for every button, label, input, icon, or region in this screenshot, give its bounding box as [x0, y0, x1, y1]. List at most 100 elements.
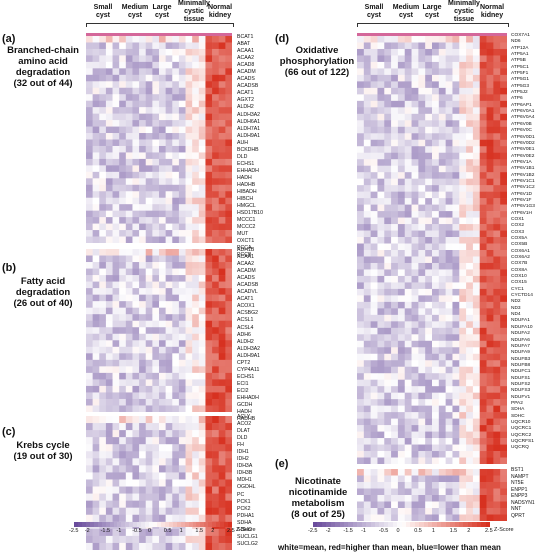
heatmap-cell — [218, 36, 226, 43]
heatmap-cell — [218, 236, 226, 244]
heatmap-cell — [192, 314, 200, 322]
heatmap-cell — [500, 159, 508, 166]
heatmap-cell — [500, 100, 508, 108]
heatmap-cell — [472, 185, 481, 192]
scale-swatch — [141, 522, 146, 527]
heatmap-cell — [172, 437, 180, 445]
heatmap-cell — [105, 430, 113, 438]
heatmap-cell — [86, 145, 93, 153]
scale-swatch — [228, 522, 233, 527]
heatmap-cell — [172, 74, 180, 82]
heatmap-cell — [459, 55, 467, 63]
heatmap-cell — [459, 269, 467, 277]
heatmap-cell — [411, 139, 419, 147]
heatmap-cell — [418, 373, 426, 380]
heatmap-cell — [459, 211, 467, 218]
heatmap-cell — [132, 437, 140, 445]
heatmap-cell — [165, 48, 173, 56]
heatmap-cell — [404, 211, 412, 218]
heatmap-cell — [159, 139, 166, 147]
heatmap-cell — [139, 353, 147, 361]
heatmap-cell — [159, 275, 166, 282]
scale-tick-label: 2 — [211, 528, 215, 534]
heatmap-cell — [411, 36, 419, 43]
heatmap-cell — [125, 437, 133, 445]
heatmap-cell — [218, 535, 226, 544]
heatmap-cell — [377, 55, 385, 63]
heatmap-cell — [159, 366, 166, 374]
scale-swatch — [410, 522, 416, 527]
scale-swatch — [216, 522, 221, 527]
heatmap-cell — [500, 74, 508, 82]
heatmap-cell — [411, 334, 419, 342]
heatmap-cell — [466, 36, 474, 43]
heatmap-cell — [205, 366, 213, 374]
heatmap-cell — [377, 100, 385, 108]
heatmap-cell — [493, 366, 501, 374]
heatmap-cell — [218, 307, 226, 315]
heatmap-cell — [152, 486, 160, 494]
heatmap-cell — [397, 178, 406, 186]
heatmap-cell — [178, 223, 186, 231]
heatmap-cell — [363, 217, 371, 225]
heatmap-cell — [159, 405, 166, 413]
heatmap-cell — [159, 36, 166, 43]
heatmap-cell — [459, 353, 467, 361]
heatmap-cell — [384, 340, 392, 348]
heatmap-cell — [425, 42, 433, 50]
heatmap-cell — [172, 288, 180, 295]
heatmap-cell — [99, 398, 107, 406]
heatmap-cell — [178, 327, 186, 335]
heatmap-cell — [486, 243, 494, 251]
heatmap-cell — [105, 372, 113, 380]
heatmap-cell — [466, 386, 474, 393]
heatmap-cell — [125, 535, 133, 544]
heatmap-cell — [172, 158, 180, 166]
heatmap-cell — [152, 301, 160, 308]
heatmap-cell — [112, 191, 120, 199]
panel-a-label: (a) — [2, 33, 16, 45]
heatmap-cell — [132, 528, 140, 537]
heatmap-cell — [466, 269, 474, 277]
heatmap-cell — [212, 346, 220, 354]
heatmap-cell — [172, 507, 180, 516]
heatmap-cell — [479, 256, 487, 264]
heatmap-cell — [125, 451, 133, 459]
heatmap-cell — [397, 120, 406, 128]
heatmap-cell — [139, 346, 147, 354]
heatmap-cell — [445, 133, 453, 141]
heatmap-cell — [145, 405, 153, 413]
heatmap-cell — [459, 373, 467, 380]
heatmap-cell — [391, 301, 399, 309]
heatmap-cell — [165, 416, 173, 424]
heatmap-cell — [192, 507, 200, 516]
heatmap-cell — [212, 479, 220, 487]
heatmap-cell — [391, 126, 399, 134]
heatmap-cell — [119, 171, 127, 179]
heatmap-cell — [205, 346, 213, 354]
heatmap-cell — [479, 360, 487, 368]
heatmap-cell — [432, 250, 440, 257]
heatmap-cell — [99, 327, 107, 335]
heatmap-cell — [159, 281, 166, 289]
heatmap-cell — [479, 386, 487, 393]
heatmap-cell — [152, 184, 160, 192]
heatmap-cell — [377, 321, 385, 329]
heatmap-cell — [486, 288, 494, 296]
heatmap-cell — [459, 282, 467, 290]
heatmap-cell — [445, 94, 453, 102]
heatmap-cell — [411, 282, 419, 290]
heatmap-cell — [172, 275, 180, 282]
scale-swatch — [366, 522, 372, 527]
heatmap-cell — [363, 295, 371, 303]
heatmap-cell — [192, 55, 200, 63]
heatmap-cell — [370, 269, 378, 277]
heatmap-cell — [418, 360, 426, 368]
heatmap-cell — [377, 185, 385, 192]
heatmap-cell — [472, 360, 481, 368]
heatmap-cell — [486, 126, 494, 134]
heatmap-cell — [432, 146, 440, 154]
heatmap-cell — [357, 418, 365, 426]
heatmap-cell — [125, 158, 133, 166]
heatmap-cell — [225, 36, 233, 43]
